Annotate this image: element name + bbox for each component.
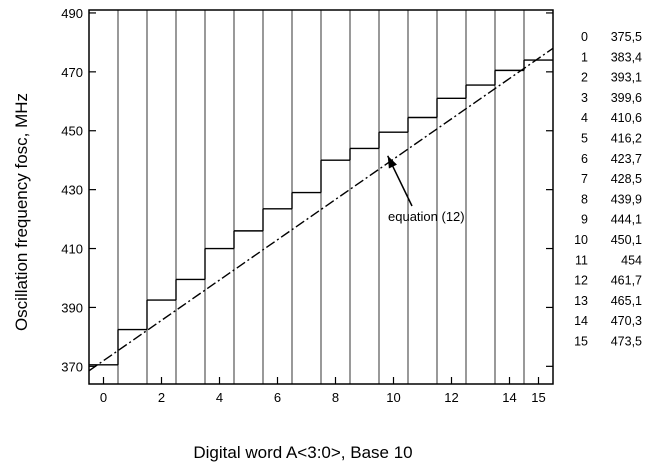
x-tick-label-12: 12 (444, 390, 458, 405)
table-code-6: 6 (581, 152, 588, 166)
table-code-2: 2 (581, 71, 588, 85)
table-value-8: 439,9 (611, 192, 642, 206)
table-code-11: 11 (575, 253, 588, 267)
table-value-7: 428,5 (611, 172, 642, 186)
table-value-5: 416,2 (611, 132, 642, 146)
table-value-3: 399,6 (611, 91, 642, 105)
plot-frame (88, 9, 554, 385)
y-axis-title: Oscillation frequency fosc, MHz (12, 93, 31, 331)
table-value-1: 383,4 (611, 50, 642, 64)
annotation-arrowhead (387, 155, 397, 169)
vertical-grid (117, 10, 525, 384)
x-tick-label-2: 2 (158, 390, 165, 405)
table-code-15: 15 (574, 335, 588, 349)
y-tick-label-410: 410 (61, 242, 83, 257)
table-code-10: 10 (574, 233, 588, 247)
table-value-11: 454 (621, 253, 642, 267)
y-tick-label-470: 470 (61, 65, 83, 80)
x-tick-label-6: 6 (274, 390, 281, 405)
table-value-10: 450,1 (611, 233, 642, 247)
equation-line (88, 47, 554, 372)
x-tick-label-15: 15 (531, 390, 545, 405)
x-tick-label-4: 4 (216, 390, 223, 405)
x-tick-label-10: 10 (386, 390, 400, 405)
table-code-14: 14 (574, 314, 588, 328)
table-code-3: 3 (581, 91, 588, 105)
side-table: 0 375,5 1 383,4 2 393,1 3 399,6 4 410,6 5 416,2 6 423… (574, 30, 642, 349)
annotation: equation (12) (387, 155, 465, 224)
table-value-6: 423,7 (611, 152, 642, 166)
table-value-9: 444,1 (611, 213, 642, 227)
axis-ticks: 0 2 4 6 8 10 12 14 15 370 390 410 430 450 470 490 (61, 6, 553, 405)
x-tick-label-8: 8 (332, 390, 339, 405)
table-code-13: 13 (574, 294, 588, 308)
table-code-7: 7 (581, 172, 588, 186)
y-tick-label-390: 390 (61, 300, 83, 315)
table-value-2: 393,1 (611, 71, 642, 85)
table-code-0: 0 (581, 30, 588, 44)
x-axis-title: Digital word A<3:0>, Base 10 (193, 443, 412, 462)
table-value-14: 470,3 (611, 314, 642, 328)
table-value-12: 461,7 (611, 274, 642, 288)
table-value-4: 410,6 (611, 111, 642, 125)
table-value-15: 473,5 (611, 335, 642, 349)
table-code-5: 5 (581, 132, 588, 146)
y-tick-label-490: 490 (61, 6, 83, 21)
table-code-1: 1 (581, 50, 588, 64)
y-tick-label-430: 430 (61, 183, 83, 198)
x-tick-label-14: 14 (502, 390, 516, 405)
plot-area (88, 47, 554, 372)
x-tick-label-0: 0 (100, 390, 107, 405)
table-code-12: 12 (574, 274, 588, 288)
y-tick-label-450: 450 (61, 124, 83, 139)
table-code-8: 8 (581, 192, 588, 206)
annotation-label: equation (12) (388, 209, 465, 224)
table-value-0: 375,5 (611, 30, 642, 44)
y-tick-label-370: 370 (61, 359, 83, 374)
table-value-13: 465,1 (611, 294, 642, 308)
table-code-4: 4 (581, 111, 588, 125)
table-code-9: 9 (581, 213, 588, 227)
